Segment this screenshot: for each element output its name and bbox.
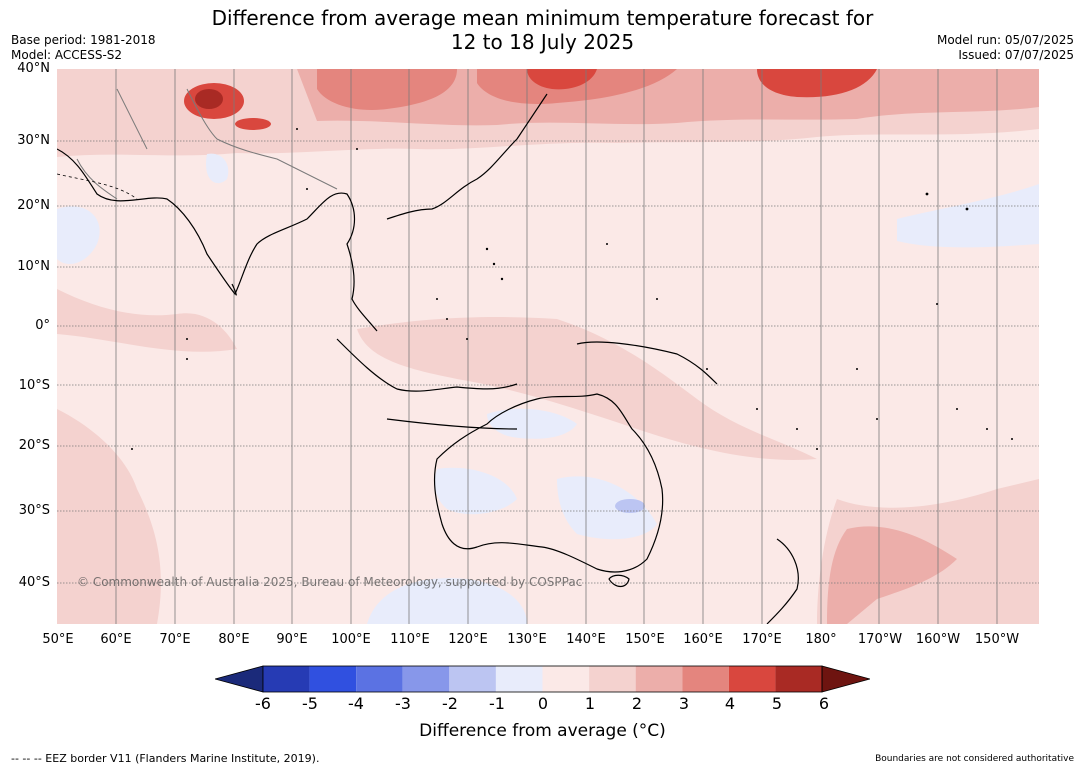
lon-label-150e: 150°E	[625, 632, 665, 647]
lon-label-140e: 140°E	[566, 632, 606, 647]
coast-sri-lanka	[231, 283, 237, 296]
eez-footer-note: -- -- -- EEZ border V11 (Flanders Marine…	[11, 752, 320, 765]
lon-label-160w: 160°W	[915, 632, 961, 647]
lat-label-10s: 10°S	[18, 378, 50, 393]
coast-new-guinea	[576, 341, 718, 385]
lat-label-40n: 40°N	[17, 61, 50, 76]
anomaly-region-cool1-nw-australia	[487, 408, 577, 439]
borders	[76, 88, 338, 200]
map-title-line2: 12 to 18 July 2025	[450, 30, 635, 54]
lon-label-150w: 150°W	[974, 632, 1020, 647]
anomaly-region-warm5-tibet	[235, 118, 271, 130]
lon-label-50e: 50°E	[42, 632, 74, 647]
colorbar-segment	[775, 666, 822, 692]
coast-tasmania	[608, 574, 630, 588]
colorbar-tick-4: 4	[724, 694, 736, 713]
lon-label-90e: 90°E	[276, 632, 308, 647]
colorbar-segment	[263, 666, 310, 692]
anomaly-region-warm6-himalaya	[195, 89, 223, 109]
anomaly-region-warm5-pacific	[757, 69, 877, 98]
lon-label-80e: 80°E	[218, 632, 250, 647]
islands	[131, 128, 1013, 450]
coast-east-asia	[386, 93, 548, 220]
graticule	[115, 69, 998, 624]
colorbar-tick-minus2: -2	[442, 694, 458, 713]
anomaly-region-warm2-southindian	[57, 409, 161, 624]
colorbar-tick-minus3: -3	[395, 694, 411, 713]
colorbar-tick-minus4: -4	[348, 694, 364, 713]
colorbar-tick-3: 3	[678, 694, 690, 713]
lon-label-130e: 130°E	[507, 632, 547, 647]
anomaly-region-cool1-e-australia	[557, 476, 657, 540]
colorbar-extend-high	[821, 665, 872, 693]
colorbar-segment	[635, 666, 683, 692]
boundaries-disclaimer: Boundaries are not considered authoritat…	[875, 754, 1074, 764]
colorbar-segment	[542, 666, 590, 692]
colorbar-tick-5: 5	[771, 694, 783, 713]
model-run-text: Model run: 05/07/2025	[936, 33, 1074, 47]
colorbar-segment	[356, 666, 403, 692]
forecast-map	[57, 69, 1039, 624]
colorbar-segment	[589, 666, 636, 692]
colorbar-segment	[728, 666, 776, 692]
issued-text: Issued: 07/07/2025	[958, 48, 1074, 62]
anomaly-region-cool1-pacific	[897, 184, 1039, 248]
colorbar-tick-1: 1	[584, 694, 596, 713]
colorbar-label: Difference from average (°C)	[419, 721, 666, 741]
anomaly-region-cool1-southern	[367, 578, 527, 624]
lat-label-0: 0°	[35, 318, 50, 333]
coast-new-zealand	[766, 538, 799, 624]
model-text: Model: ACCESS-S2	[11, 48, 123, 62]
coast-south-asia	[57, 148, 378, 332]
colorbar	[213, 664, 872, 694]
colorbar-segment	[309, 666, 357, 692]
colorbar-segment	[449, 666, 496, 692]
colorbar-tick-minus1: -1	[489, 694, 505, 713]
colorbar-tick-minus5: -5	[302, 694, 318, 713]
anomaly-region-warm4-asia1	[317, 69, 457, 111]
anomaly-region-warm5-china	[527, 69, 597, 90]
map-title-line1: Difference from average mean minimum tem…	[211, 6, 874, 30]
anomaly-region-warm2-maritime	[357, 317, 817, 460]
lon-label-110e: 110°E	[390, 632, 430, 647]
lat-label-30n: 30°N	[17, 133, 50, 148]
coast-java	[386, 418, 518, 430]
anomaly-region-warm3-tasman	[827, 526, 957, 624]
colorbar-tick-6: 6	[818, 694, 830, 713]
lon-label-60e: 60°E	[100, 632, 132, 647]
colorbar-outline	[262, 665, 823, 693]
colorbar-segment	[682, 666, 729, 692]
eez-border	[57, 173, 138, 200]
base-period-text: Base period: 1981-2018	[11, 33, 156, 47]
colorbar-segment	[495, 666, 543, 692]
colorbar-extend-low	[213, 665, 264, 693]
coast-australia	[433, 393, 664, 573]
coastlines	[57, 93, 799, 624]
lon-label-170e: 170°E	[742, 632, 782, 647]
lat-label-10n: 10°N	[17, 259, 50, 274]
lon-label-70e: 70°E	[159, 632, 191, 647]
colorbar-tick-2: 2	[631, 694, 643, 713]
anomaly-region-warm2-indian	[57, 289, 237, 352]
coast-sunda	[336, 338, 518, 392]
anomaly-region-cool1-india	[206, 153, 229, 184]
lon-label-120e: 120°E	[448, 632, 488, 647]
colorbar-tick-0: 0	[537, 694, 549, 713]
anomaly-region-cool2-e-australia	[615, 499, 645, 513]
anomaly-region-cool1-arabia	[57, 206, 100, 264]
lon-label-180: 180°	[805, 632, 837, 647]
colorbar-tick-minus6: -6	[255, 694, 271, 713]
lon-label-160e: 160°E	[683, 632, 723, 647]
lat-label-40s: 40°S	[18, 575, 50, 590]
lat-label-20n: 20°N	[17, 198, 50, 213]
lat-label-20s: 20°S	[18, 438, 50, 453]
lon-label-170w: 170°W	[857, 632, 903, 647]
lon-label-100e: 100°E	[331, 632, 371, 647]
lat-label-30s: 30°S	[18, 503, 50, 518]
copyright-text: © Commonwealth of Australia 2025, Bureau…	[77, 575, 583, 589]
anomaly-region-cool1-w-australia	[434, 467, 517, 515]
colorbar-segment	[402, 666, 450, 692]
